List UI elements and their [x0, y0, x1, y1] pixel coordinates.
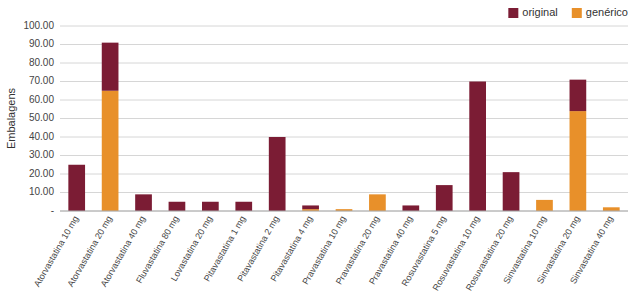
- grid-line: [60, 100, 628, 101]
- chart: - 10.00 20.00 30.00 40.00 50.00 60.00 70.00 80.0…: [0, 0, 636, 307]
- bar-segment: [169, 202, 186, 211]
- legend-label: original: [522, 6, 557, 18]
- bar-segment: [302, 205, 319, 209]
- y-tick-label: 100.00: [23, 20, 54, 31]
- legend-item: genérico: [572, 6, 628, 18]
- y-tick-label: 20.00: [29, 168, 54, 179]
- y-tick-label: 30.00: [29, 149, 54, 160]
- bar-segment: [336, 209, 353, 210]
- legend: original genérico: [508, 6, 628, 18]
- y-tick-label: 60.00: [29, 94, 54, 105]
- y-axis-label: Embalagens: [5, 87, 17, 149]
- bar-segment: [570, 111, 587, 211]
- grid-line: [60, 192, 628, 193]
- x-axis-line: [60, 211, 628, 212]
- grid-line: [60, 174, 628, 175]
- legend-item: original: [508, 6, 557, 18]
- bar-segment: [536, 200, 553, 211]
- bar-segment: [369, 194, 386, 211]
- grid-line: [60, 44, 628, 45]
- legend-swatch: [508, 8, 518, 18]
- y-tick-label: 80.00: [29, 57, 54, 68]
- bar-segment: [235, 202, 252, 211]
- bar-segment: [469, 82, 486, 212]
- y-tick-label: 10.00: [29, 186, 54, 197]
- bar-segment: [102, 91, 119, 211]
- bar-segment: [135, 194, 152, 211]
- bar-segment: [202, 202, 219, 211]
- bar-segment: [102, 43, 119, 91]
- legend-swatch: [572, 8, 582, 18]
- grid-line: [60, 211, 628, 212]
- y-tick-label: 40.00: [29, 131, 54, 142]
- grid: [60, 26, 628, 211]
- bar-segment: [503, 172, 520, 211]
- grid-line: [60, 137, 628, 138]
- bar-segment: [603, 207, 620, 208]
- bar-segment: [369, 194, 386, 195]
- bars: [68, 43, 619, 211]
- bar-segment: [536, 199, 553, 200]
- bar-segment: [436, 185, 453, 211]
- grid-line: [60, 118, 628, 119]
- y-tick-label: 70.00: [29, 75, 54, 86]
- y-tick-label: 90.00: [29, 38, 54, 49]
- bar-segment: [603, 207, 620, 211]
- bar-segment: [269, 137, 286, 211]
- bar-segment: [570, 80, 587, 111]
- bar-segment: [68, 165, 85, 211]
- legend-label: genérico: [586, 6, 628, 18]
- y-tick-label: -: [51, 205, 54, 216]
- y-tick-label: 50.00: [29, 112, 54, 123]
- x-tick-label: Sinvastatina 40 mg: [568, 214, 615, 285]
- grid-line: [60, 63, 628, 64]
- grid-line: [60, 26, 628, 27]
- grid-line: [60, 155, 628, 156]
- bar-segment: [402, 205, 419, 211]
- grid-line: [60, 81, 628, 82]
